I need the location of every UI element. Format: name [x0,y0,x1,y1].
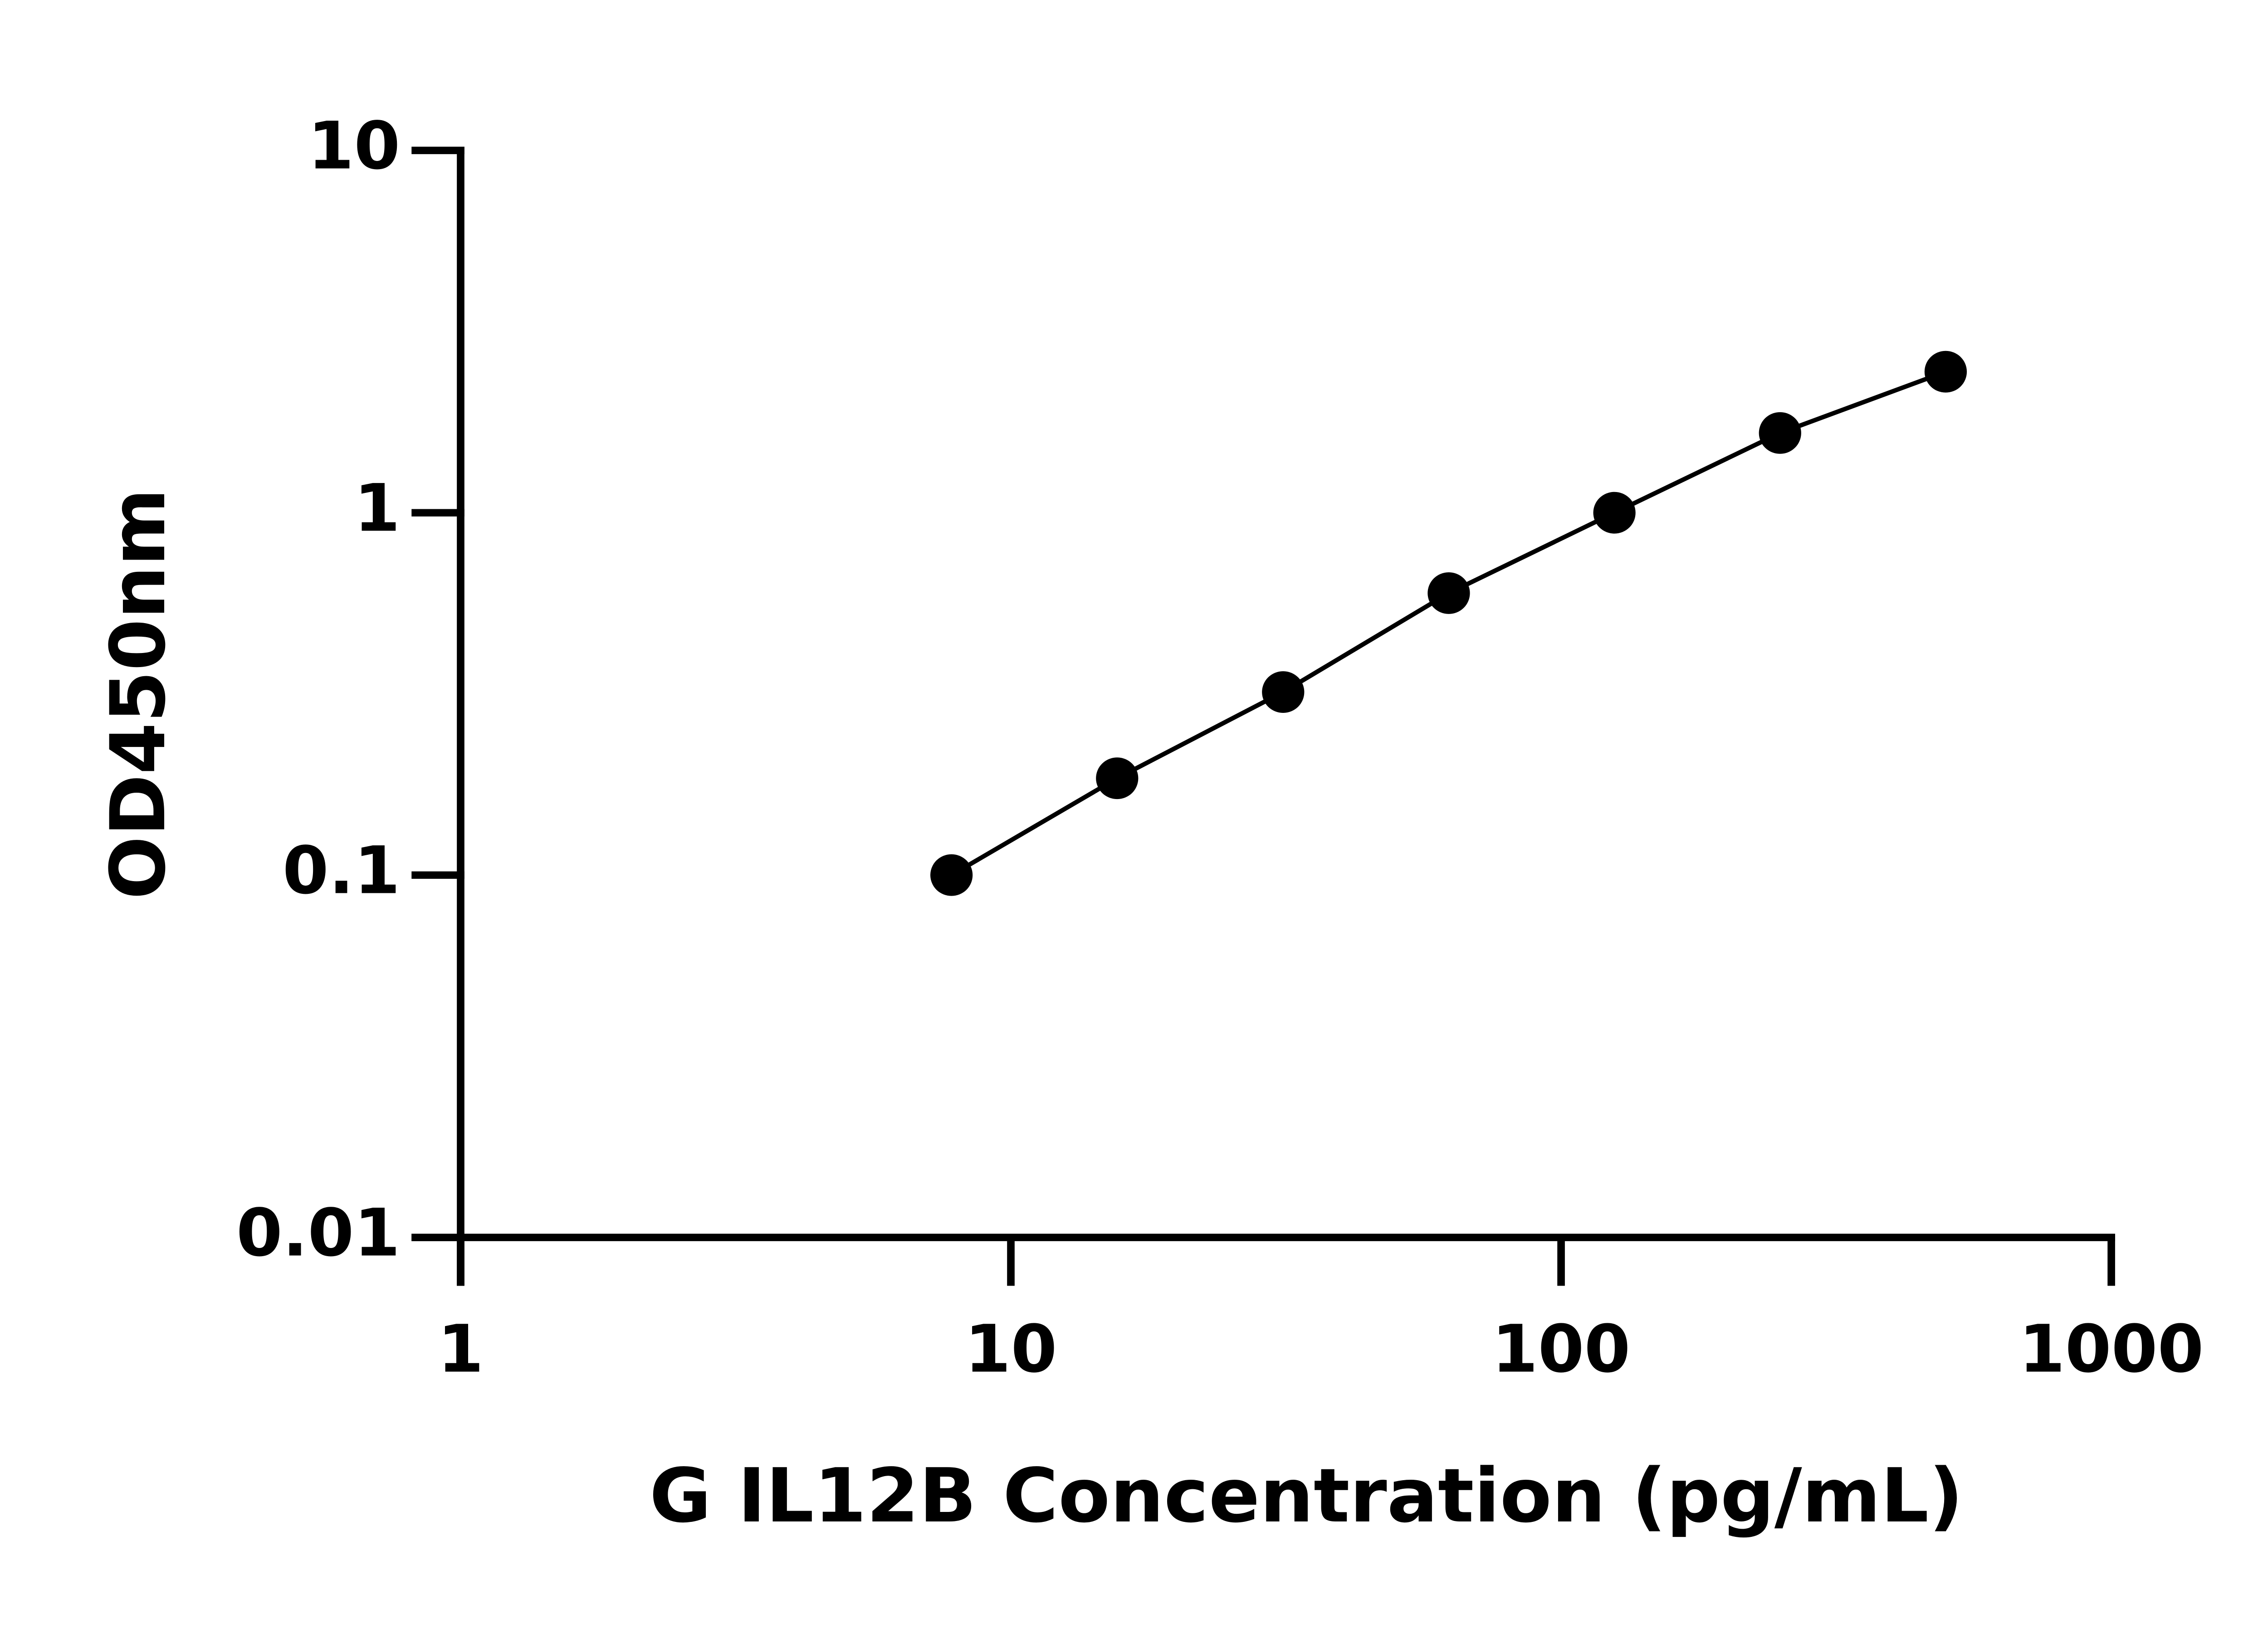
point [1924,351,1967,393]
x-tick-label: 1000 [2019,1311,2204,1388]
y-tick-label: 1 [354,470,400,546]
x-tick-label: 1 [438,1311,484,1388]
x-tick-label: 10 [965,1311,1057,1388]
x-axis-label: G IL12B Concentration (pg/mL) [650,1453,1964,1539]
y-tick-label: 0.1 [283,833,401,909]
point [930,854,973,896]
x-tick-label: 100 [1492,1311,1631,1388]
point [1262,671,1305,713]
y-axis-label: OD450nm [94,488,182,900]
point [1593,492,1636,534]
y-tick-label: 10 [308,108,400,184]
point [1427,572,1470,614]
y-tick-label: 0.01 [236,1195,400,1271]
point [1759,412,1801,454]
curve [950,370,1947,877]
point [1096,757,1139,800]
